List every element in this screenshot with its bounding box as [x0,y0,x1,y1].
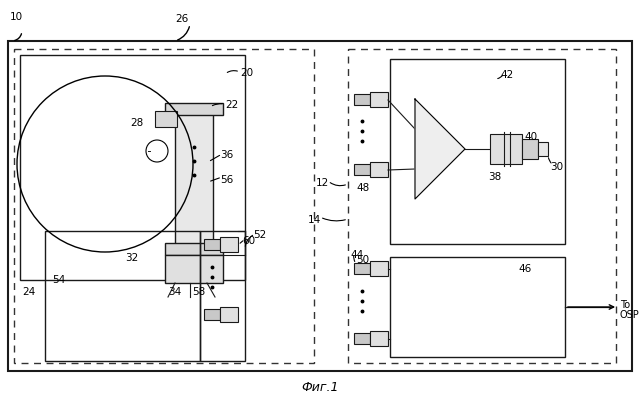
Bar [370,261,388,276]
Bar [220,237,238,252]
Bar [370,93,388,108]
Text: To: To [620,299,630,309]
Bar [390,60,565,244]
Text: 50: 50 [356,254,369,264]
Bar [370,162,388,177]
Bar [538,143,548,157]
Bar [354,95,370,106]
Bar [8,42,632,371]
Bar [370,331,388,346]
Bar [220,307,238,322]
Bar [354,263,370,274]
Bar [204,239,220,250]
Text: OSP: OSP [620,309,640,319]
Text: 32: 32 [125,252,138,262]
Text: 44: 44 [350,249,364,259]
Text: 52: 52 [253,230,266,239]
Text: 42: 42 [500,70,513,80]
Text: 14: 14 [308,215,321,224]
Bar [165,104,223,116]
Text: 10: 10 [10,12,23,22]
Text: 56: 56 [220,175,233,185]
Text: 40: 40 [524,132,537,142]
Text: 20: 20 [240,68,253,78]
Polygon shape [415,100,465,200]
Bar [14,50,314,363]
Bar [165,243,223,256]
Text: 12: 12 [316,177,329,188]
Bar [390,257,565,357]
Bar [522,140,538,160]
Text: 38: 38 [488,172,501,181]
Bar [165,256,223,284]
Text: 48: 48 [356,183,369,192]
Text: 28: 28 [130,118,143,128]
Text: 34: 34 [168,286,181,296]
Bar [20,56,245,280]
Bar [354,164,370,175]
Bar [354,333,370,344]
Bar [45,231,200,361]
Bar [348,50,616,363]
Bar [155,112,177,128]
Text: 22: 22 [225,100,238,110]
Text: 24: 24 [22,286,35,296]
Text: 54: 54 [52,274,65,284]
Text: 60: 60 [242,235,255,245]
Bar [175,110,213,244]
Bar [490,135,522,164]
Text: 36: 36 [220,149,233,160]
Text: 30: 30 [550,162,563,172]
Text: 58: 58 [192,286,205,296]
Bar [200,231,245,361]
Text: 26: 26 [175,14,188,24]
Bar [204,309,220,320]
Text: Фиг.1: Фиг.1 [301,380,339,393]
Text: 46: 46 [518,263,531,273]
